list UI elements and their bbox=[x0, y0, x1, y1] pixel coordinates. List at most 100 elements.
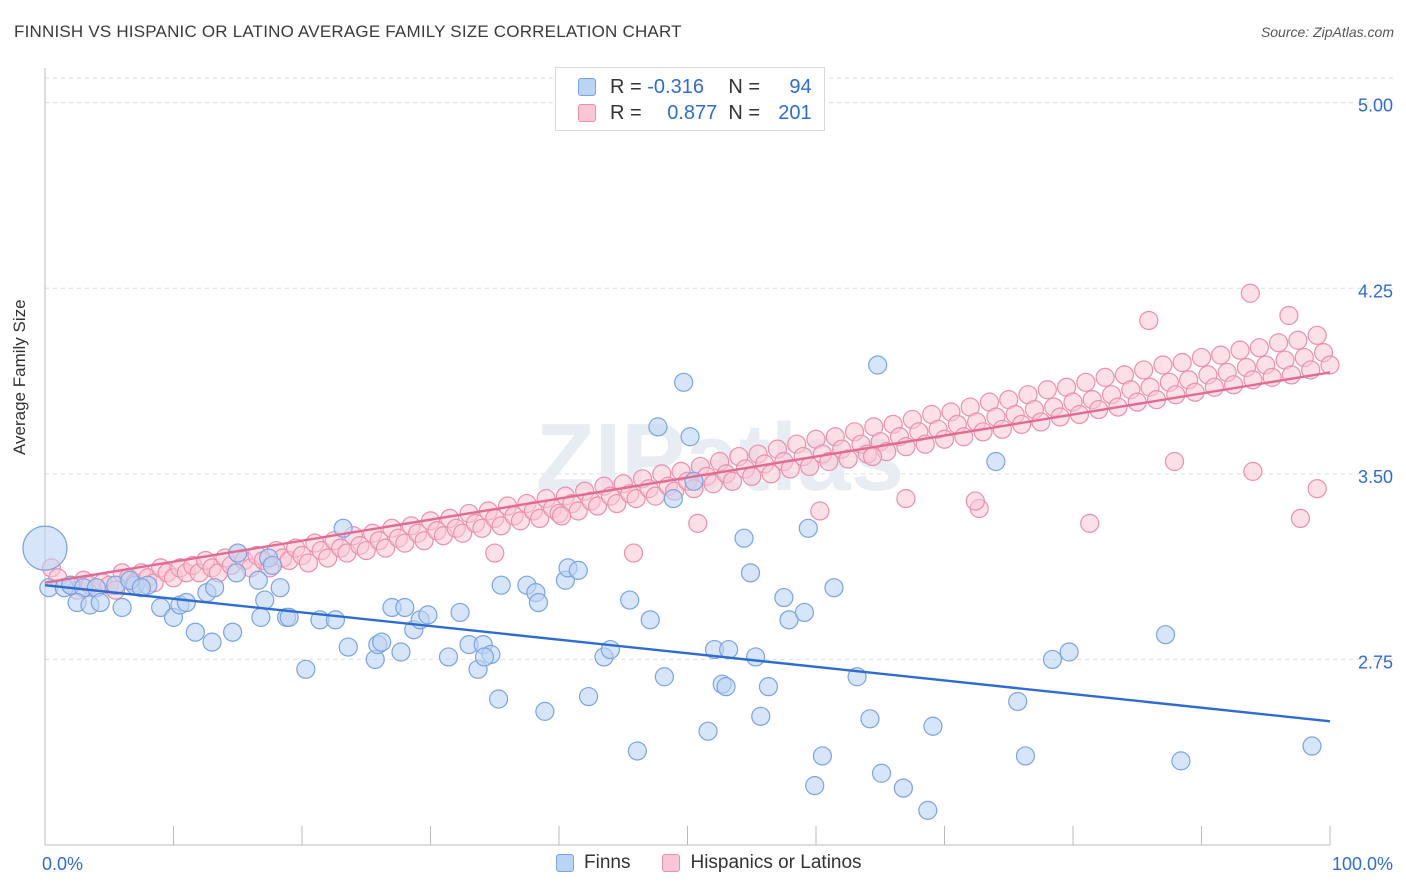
y-tick-label: 2.75 bbox=[1358, 652, 1393, 672]
finn-point bbox=[871, 763, 892, 783]
finn-point bbox=[893, 778, 913, 798]
hispanic-point bbox=[1191, 347, 1212, 368]
hispanic-point bbox=[375, 538, 396, 558]
legend-series: Finns Hispanics or Latinos bbox=[556, 852, 862, 874]
hispanic-point bbox=[1080, 513, 1100, 533]
n-label: N = bbox=[728, 75, 761, 98]
finn-point bbox=[90, 592, 110, 613]
hispanic-point bbox=[607, 493, 627, 514]
hispanic-point bbox=[1211, 345, 1231, 365]
hispanic-point bbox=[1185, 382, 1205, 402]
finn-point bbox=[450, 602, 470, 623]
finn-point bbox=[1008, 691, 1028, 712]
hispanic-point bbox=[472, 518, 492, 538]
hispanic-point bbox=[453, 523, 473, 543]
finn-point bbox=[202, 632, 222, 652]
hispanics-swatch bbox=[662, 854, 681, 872]
finn-point bbox=[578, 686, 599, 707]
hispanic-point bbox=[1172, 352, 1192, 373]
finn-point bbox=[438, 647, 459, 667]
y-tick-label: 4.25 bbox=[1358, 281, 1393, 301]
legend-stats: R = -0.316 N = 94 R = 0.877 N = 201 bbox=[555, 67, 825, 131]
r-value: -0.316 bbox=[647, 75, 704, 98]
hispanic-point bbox=[1268, 333, 1289, 353]
y-tick-labels: 2.75 3.50 4.25 5.00 bbox=[1358, 96, 1393, 673]
hispanic-point bbox=[587, 496, 608, 516]
finn-point bbox=[226, 563, 247, 583]
y-tick-label: 3.50 bbox=[1358, 467, 1393, 487]
hispanic-point bbox=[703, 474, 723, 494]
hispanic-point bbox=[1281, 365, 1302, 385]
finn-point bbox=[568, 560, 588, 580]
hispanic-point bbox=[1134, 360, 1154, 380]
finn-point bbox=[325, 610, 346, 630]
hispanic-point bbox=[356, 540, 376, 561]
finn-point bbox=[418, 605, 438, 625]
hispanic-point bbox=[992, 419, 1012, 439]
finns-trend-line bbox=[44, 584, 1331, 723]
hispanic-point bbox=[965, 491, 985, 511]
x-tick-label: 0.0% bbox=[42, 854, 83, 874]
finn-point bbox=[805, 776, 825, 796]
hispanic-point bbox=[862, 446, 883, 467]
hispanics-trend-line bbox=[44, 371, 1331, 584]
finn-point bbox=[774, 587, 794, 608]
finn-point bbox=[279, 607, 299, 627]
finn-point bbox=[22, 525, 68, 571]
x-tick-labels: 0.0% 100.0% bbox=[42, 854, 1393, 874]
hispanic-point bbox=[819, 451, 839, 472]
y-tick-label: 5.00 bbox=[1358, 96, 1393, 116]
hispanic-point bbox=[1307, 479, 1327, 499]
finn-point bbox=[986, 451, 1006, 472]
r-label: R = bbox=[610, 101, 642, 124]
finn-point bbox=[255, 590, 275, 610]
finn-point bbox=[868, 355, 888, 375]
finn-point bbox=[528, 592, 549, 613]
finn-point bbox=[372, 632, 392, 652]
hispanic-point bbox=[298, 553, 319, 573]
hispanic-point bbox=[318, 548, 338, 568]
hispanic-point bbox=[1249, 338, 1269, 358]
hispanic-point bbox=[722, 471, 743, 491]
finn-point bbox=[1302, 736, 1322, 756]
finn-point bbox=[674, 372, 694, 392]
axes bbox=[44, 68, 1331, 846]
finn-point bbox=[648, 417, 668, 437]
finn-point bbox=[395, 597, 415, 618]
finn-point bbox=[112, 597, 132, 618]
finn-point bbox=[489, 689, 509, 709]
finn-point bbox=[746, 647, 766, 667]
hispanic-point bbox=[1240, 283, 1260, 303]
finn-point bbox=[131, 578, 151, 598]
hispanic-point bbox=[485, 543, 505, 563]
finn-point bbox=[296, 659, 316, 679]
finn-point bbox=[751, 706, 771, 726]
hispanic-point bbox=[491, 516, 511, 536]
finn-point bbox=[251, 607, 271, 627]
finn-point bbox=[1171, 751, 1191, 771]
finn-point bbox=[1042, 649, 1063, 670]
r-value: 0.877 bbox=[667, 101, 718, 124]
hispanic-point bbox=[395, 533, 415, 553]
finn-point bbox=[812, 746, 833, 766]
finn-point bbox=[176, 592, 196, 613]
hispanic-point bbox=[530, 508, 550, 529]
legend-row-hispanics: R = 0.877 N = 201 bbox=[578, 100, 812, 126]
finn-point bbox=[860, 709, 880, 729]
hispanic-point bbox=[1288, 330, 1308, 350]
finn-point bbox=[698, 721, 718, 741]
hispanic-point bbox=[1164, 451, 1185, 472]
finns-swatch bbox=[556, 854, 574, 872]
n-value: 201 bbox=[778, 101, 812, 124]
hispanic-point bbox=[1307, 325, 1327, 345]
finn-point bbox=[1015, 746, 1036, 766]
n-value: 94 bbox=[789, 75, 812, 98]
hispanic-point bbox=[551, 506, 572, 526]
finn-point bbox=[758, 677, 779, 697]
hispanic-point bbox=[623, 543, 644, 563]
hispanic-point bbox=[1139, 310, 1159, 331]
finn-point bbox=[535, 701, 555, 721]
finns-swatch bbox=[578, 78, 596, 96]
finn-point bbox=[248, 570, 268, 590]
